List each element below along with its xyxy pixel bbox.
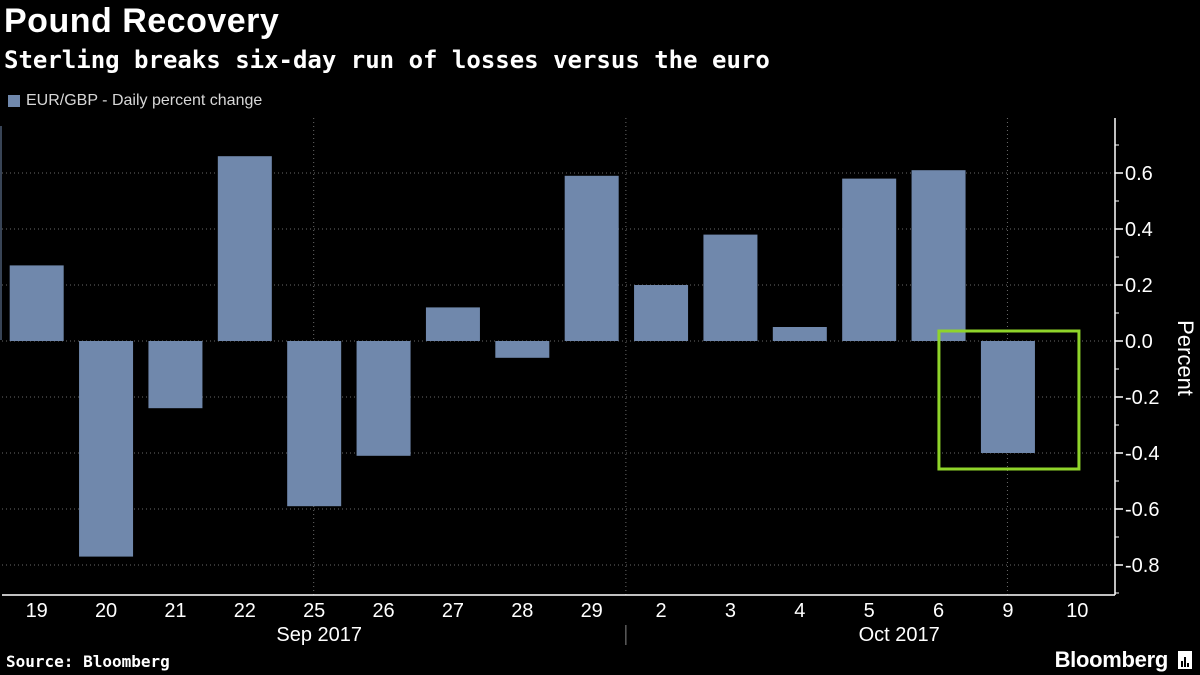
- x-tick-label-2: 2: [656, 600, 667, 622]
- bar-22: [217, 156, 272, 341]
- x-tick-label-28: 28: [511, 600, 533, 622]
- x-tick-label-21: 21: [164, 600, 186, 622]
- x-tick-label-3: 3: [725, 600, 736, 622]
- x-tick-label-27: 27: [442, 600, 464, 622]
- brand-name: Bloomberg: [1054, 647, 1169, 672]
- highlight-box: [937, 329, 1081, 471]
- bar-25: [287, 341, 342, 507]
- x-tick-label-26: 26: [372, 600, 394, 622]
- chart-title: Pound Recovery: [4, 2, 280, 40]
- bar-9: [980, 341, 1035, 453]
- y-tick-label: 0.4: [1125, 219, 1153, 241]
- y-tick-label: -0.4: [1125, 443, 1159, 465]
- chart-subtitle: Sterling breaks six-day run of losses ve…: [4, 46, 770, 74]
- y-tick-label: -0.2: [1125, 387, 1159, 409]
- bar-19: [9, 265, 64, 341]
- x-tick-label-4: 4: [794, 600, 805, 622]
- x-tick-label-19: 19: [26, 600, 48, 622]
- x-tick-label-6: 6: [933, 600, 944, 622]
- x-tick-label-9: 9: [1002, 600, 1013, 622]
- legend-label: EUR/GBP - Daily percent change: [26, 92, 263, 109]
- brand-logo: Bloomberg: [1055, 647, 1192, 673]
- bar-3: [703, 234, 758, 341]
- bar-26: [356, 341, 411, 456]
- bar-29: [564, 175, 619, 341]
- legend-swatch: [8, 95, 20, 107]
- bar-2: [634, 285, 689, 341]
- bar-21: [148, 341, 203, 409]
- bar-6: [911, 170, 966, 341]
- y-tick-label: 0.6: [1125, 163, 1153, 185]
- y-tick-label: -0.6: [1125, 499, 1159, 521]
- x-tick-label-25: 25: [303, 600, 325, 622]
- source-note: Source: Bloomberg: [6, 652, 170, 671]
- y-tick-label: -0.8: [1125, 555, 1159, 577]
- y-tick-label: 0.2: [1125, 275, 1153, 297]
- bar-20: [79, 341, 134, 557]
- x-tick-label-10: 10: [1066, 600, 1088, 622]
- x-group-label: Oct 2017: [859, 624, 940, 646]
- legend: EUR/GBP - Daily percent change: [8, 92, 262, 110]
- bar-27: [425, 307, 480, 341]
- x-tick-label-29: 29: [581, 600, 603, 622]
- y-tick-label: 0.0: [1125, 331, 1153, 353]
- x-tick-label-5: 5: [864, 600, 875, 622]
- y-axis-title: Percent: [1173, 320, 1198, 396]
- bar-4: [772, 327, 827, 341]
- x-tick-label-22: 22: [234, 600, 256, 622]
- x-group-label: Sep 2017: [276, 624, 362, 646]
- bar-5: [842, 178, 897, 341]
- bloomberg-chart-icon: [1178, 651, 1192, 669]
- bar-28: [495, 341, 550, 358]
- x-tick-label-20: 20: [95, 600, 117, 622]
